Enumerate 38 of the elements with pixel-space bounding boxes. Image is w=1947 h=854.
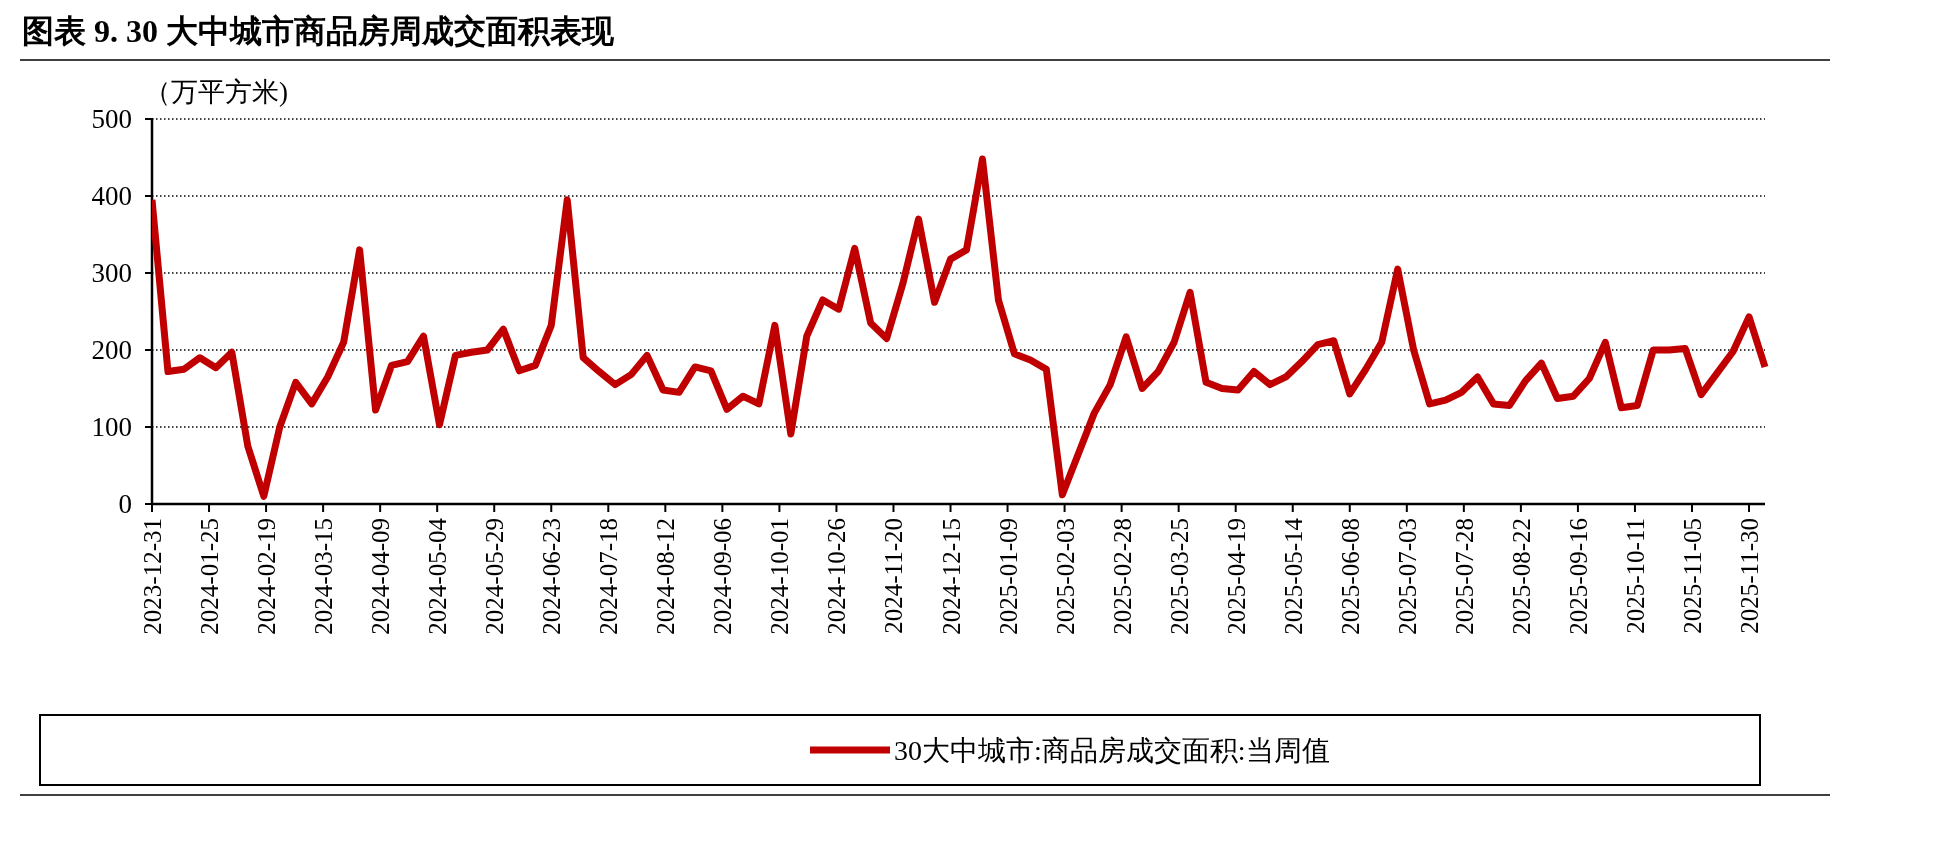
- y-tick-label: 500: [91, 104, 132, 134]
- x-tick-label: 2023-12-31: [139, 518, 166, 635]
- x-tick-label: 2025-11-30: [1736, 518, 1764, 634]
- y-tick-label: 0: [118, 489, 132, 519]
- x-tick-label: 2025-10-11: [1621, 518, 1649, 634]
- x-tick-label: 2025-04-19: [1222, 518, 1250, 635]
- y-tick-label: 100: [91, 412, 132, 442]
- chart-title: 图表 9. 30 大中城市商品房周成交面积表现: [22, 13, 615, 49]
- x-tick-label: 2024-05-29: [481, 518, 509, 635]
- x-tick-label: 2025-03-25: [1165, 518, 1193, 635]
- x-tick-label: 2025-08-22: [1507, 518, 1535, 635]
- y-tick-label: 200: [91, 335, 132, 365]
- x-tick-label: 2024-02-19: [253, 518, 281, 635]
- x-tick-label: 2025-07-28: [1450, 518, 1478, 635]
- x-tick-label: 2024-07-18: [595, 518, 623, 635]
- x-tick-label: 2025-02-03: [1051, 518, 1079, 635]
- x-tick-label: 2025-02-28: [1108, 518, 1136, 635]
- x-tick-label: 2024-04-09: [367, 518, 395, 635]
- x-tick-label: 2024-08-12: [652, 518, 680, 635]
- y-tick-label: 400: [91, 181, 132, 211]
- y-tick-label: 300: [91, 258, 132, 288]
- x-tick-label: 2024-09-06: [709, 518, 737, 635]
- x-tick-label: 2024-06-23: [538, 518, 566, 635]
- x-tick-label: 2025-09-16: [1564, 518, 1592, 635]
- x-tick-label: 2024-01-25: [196, 518, 224, 635]
- legend-label: 30大中城市:商品房成交面积:当周值: [894, 735, 1330, 766]
- x-tick-label: 2025-07-03: [1393, 518, 1421, 635]
- x-tick-label: 2024-11-20: [880, 518, 908, 634]
- y-axis-title: （万平方米): [144, 77, 288, 107]
- x-tick-label: 2025-01-09: [994, 518, 1022, 635]
- x-tick-label: 2024-03-15: [310, 518, 338, 635]
- x-tick-label: 2024-10-01: [766, 518, 794, 635]
- x-tick-label: 2024-05-04: [424, 517, 452, 635]
- x-tick-label: 2025-06-08: [1336, 518, 1364, 635]
- x-tick-label: 2025-11-05: [1678, 518, 1706, 634]
- x-tick-label: 2024-12-15: [937, 518, 965, 635]
- x-tick-label: 2024-10-26: [823, 518, 851, 635]
- x-tick-label: 2025-05-14: [1279, 517, 1307, 635]
